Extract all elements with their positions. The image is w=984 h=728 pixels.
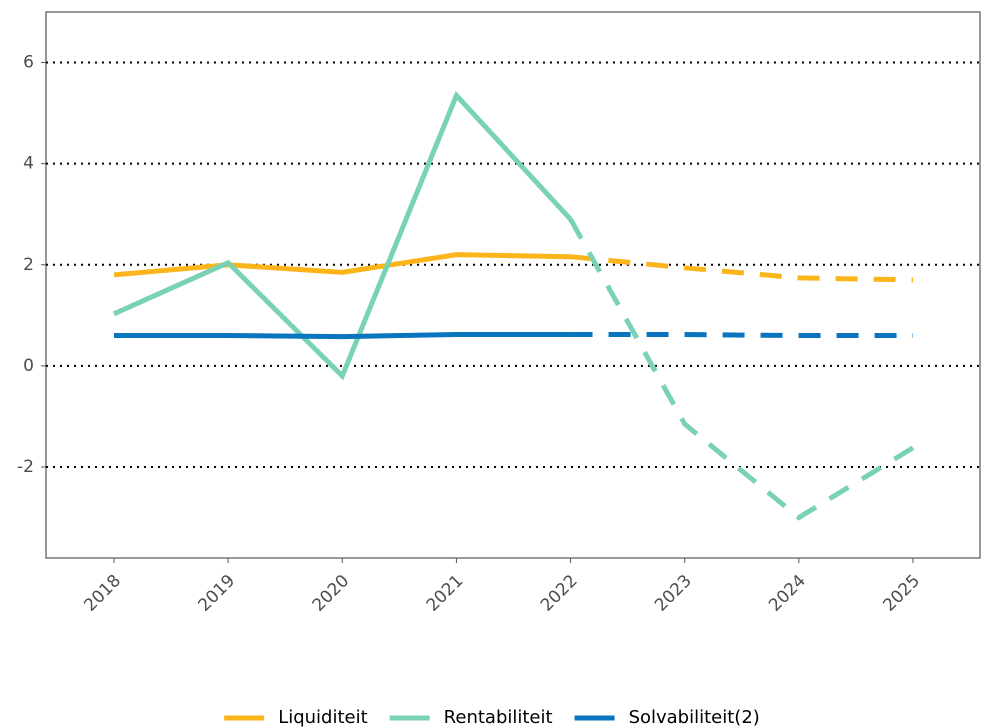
x-tick-label: 2025 [879,571,924,616]
y-tick-label: 4 [23,154,34,174]
y-tick-label: 2 [23,255,34,275]
legend-label: Liquiditeit [278,707,367,728]
x-tick-label: 2023 [651,571,696,616]
line [568,218,915,521]
x-tick-label: 2022 [537,571,582,616]
line [113,252,571,278]
legend-label: Solvabiliteit(2) [629,707,760,728]
line [570,254,914,283]
y-tick-label: 6 [23,53,34,73]
legend-label: Rentabiliteit [444,707,553,728]
line [112,90,573,381]
x-tick-label: 2024 [765,571,810,616]
line [570,332,913,339]
x-tick-label: 2020 [309,571,354,616]
x-tick-label: 2019 [194,571,239,616]
x-tick-label: 2021 [423,571,468,616]
y-tick-label: 0 [23,356,34,376]
plot-frame [45,11,981,559]
y-tick-label: -2 [17,457,34,477]
line [114,332,571,340]
legend: Liquiditeit Rentabiliteit Solvabiliteit(2) [224,707,760,728]
x-tick-label: 2018 [80,571,125,616]
